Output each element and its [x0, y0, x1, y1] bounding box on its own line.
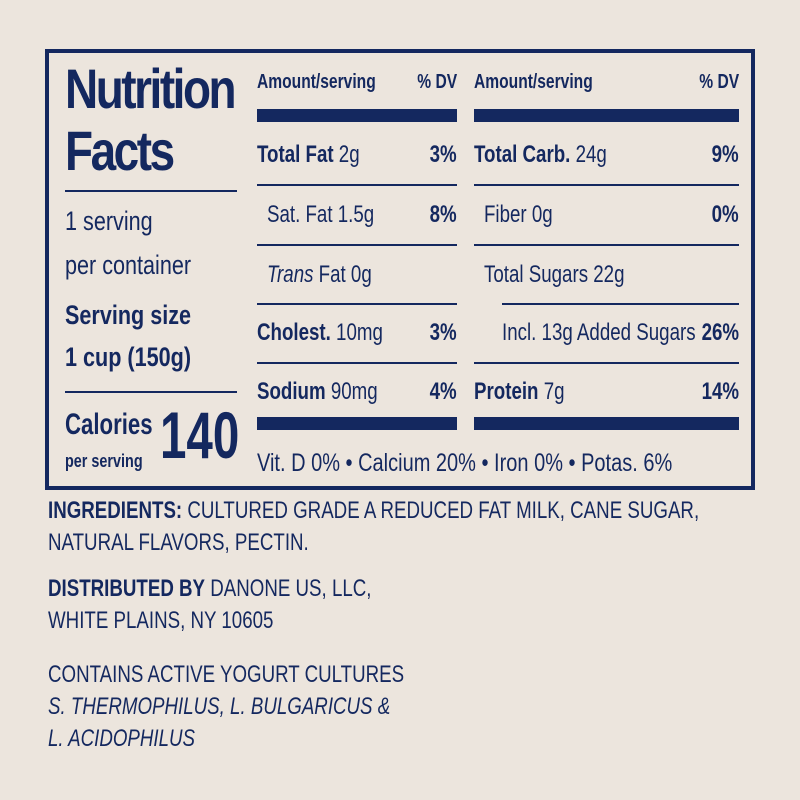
calories-sub: per serving: [65, 451, 143, 471]
title-facts: Facts: [65, 119, 175, 182]
nutrient-row: Cholest. 10mg 3%: [257, 319, 457, 346]
distributor-line2: WHITE PLAINS, NY 10605: [48, 607, 274, 634]
cultures-line3: L. ACIDOPHILUS: [48, 725, 196, 752]
calories-label: Calories: [65, 408, 153, 441]
header-dv: % DV: [417, 71, 457, 93]
nutrient-row: Total Fat 2g 3%: [257, 141, 457, 168]
nutrient-row: Protein 7g 14%: [474, 378, 739, 405]
servings-line1: 1 serving: [65, 206, 153, 236]
nutrient-row: Total Sugars 22g: [484, 261, 625, 288]
nutrient-row: Total Carb. 24g 9%: [474, 141, 739, 168]
nutrient-row: Sodium 90mg 4%: [257, 378, 457, 405]
header-dv: % DV: [699, 71, 739, 93]
servings-line2: per container: [65, 250, 192, 280]
divider: [65, 190, 237, 192]
header-amount: Amount/serving: [474, 71, 593, 93]
nutrition-facts-panel: Nutrition Facts 1 serving per container …: [45, 49, 755, 490]
ingredients-line2: NATURAL FLAVORS, PECTIN.: [48, 529, 309, 556]
thick-bar: [474, 109, 739, 122]
distributor-line1: DISTRIBUTED BY DANONE US, LLC,: [48, 575, 372, 602]
vitamins-line: Vit. D 0% • Calcium 20% • Iron 0% • Pota…: [257, 449, 673, 477]
nutrient-row: Sat. Fat 1.5g 8%: [267, 201, 457, 228]
ingredients-line1: INGREDIENTS: CULTURED GRADE A REDUCED FA…: [48, 497, 700, 524]
serving-size-value: 1 cup (150g): [65, 342, 192, 372]
thick-bar: [257, 417, 457, 430]
title-nutrition: Nutrition: [65, 57, 237, 120]
divider: [65, 391, 237, 393]
serving-size-label: Serving size: [65, 300, 192, 330]
cultures-line1: CONTAINS ACTIVE YOGURT CULTURES: [48, 661, 405, 688]
thick-bar: [257, 109, 457, 122]
thick-bar: [474, 417, 739, 430]
calories-value: 140: [160, 398, 240, 472]
nutrient-row: Trans Fat 0g: [267, 261, 372, 288]
header-amount: Amount/serving: [257, 71, 376, 93]
cultures-line2: S. THERMOPHILUS, L. BULGARICUS &: [48, 693, 391, 720]
nutrient-row: Incl. 13g Added Sugars 26%: [502, 319, 739, 346]
nutrient-row: Fiber 0g 0%: [484, 201, 739, 228]
